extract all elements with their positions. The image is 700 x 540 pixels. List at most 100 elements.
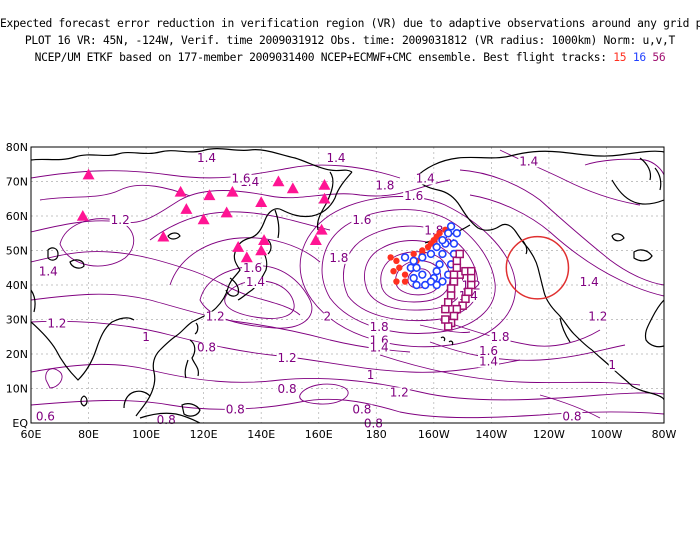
baikal-lake [167, 232, 181, 240]
contour-line [149, 211, 331, 241]
korea-coast [225, 277, 240, 297]
contour-label-bg [368, 342, 390, 354]
track-16-point [400, 253, 410, 262]
longitude-label: 80W [652, 428, 677, 441]
candidate-site-triangle [318, 178, 331, 190]
contour-label-bg [325, 152, 347, 164]
vancouver-island [521, 239, 528, 255]
track-15-point [387, 254, 394, 261]
contour-label-bg [37, 266, 59, 278]
track-16-point [435, 260, 444, 269]
gulf-of-mexico-coast [644, 299, 664, 348]
candidate-site-triangle [258, 234, 271, 245]
track-16-point [438, 235, 447, 245]
longitude-label: 120W [533, 428, 565, 441]
track-56-point [449, 270, 459, 279]
candidate-site-triangle [203, 189, 216, 201]
latitude-label: 50N [6, 245, 28, 258]
candidate-site-triangle [286, 182, 299, 194]
map-frame [30, 146, 665, 424]
contour-label: 1.4 [326, 151, 345, 165]
contour-label: 1 [142, 330, 150, 344]
track-56-point [443, 322, 453, 331]
track-56-point [455, 249, 464, 259]
contour-label-bg [242, 263, 264, 275]
plot-title-line-3: NCEP/UM ETKF based on 177-member 2009031… [0, 51, 700, 64]
contour-label: 1.4 [519, 154, 538, 168]
track-15-point [396, 264, 403, 271]
balkhash-lake [69, 259, 85, 269]
track-56-point [446, 291, 456, 300]
track-56-point [466, 280, 476, 290]
contour-label-bg [224, 404, 246, 416]
arctic-islands [639, 157, 662, 191]
contour-line [45, 368, 63, 389]
asia-north-coast [31, 147, 353, 173]
track-16-point [444, 229, 453, 238]
alaska-coast [414, 177, 529, 249]
track-15-point [401, 271, 409, 278]
contour-line [299, 383, 349, 405]
contour-label: 1.6 [404, 189, 423, 203]
contour-label-bg [489, 332, 511, 344]
contour-line [31, 179, 451, 233]
contour-label-bg [368, 321, 390, 333]
hawaii-islands [440, 336, 454, 346]
contour-label-bg [230, 173, 252, 185]
candidate-sites [76, 168, 331, 263]
track-15-point [419, 247, 426, 254]
track-16-point [412, 280, 421, 290]
contour-line [39, 184, 191, 201]
contour-label: 1.6 [352, 213, 371, 227]
contour-label: 2 [324, 310, 332, 324]
candidate-site-triangle [232, 241, 245, 252]
contour-label: 1.8 [370, 320, 389, 334]
contour-line [379, 354, 641, 386]
track-56-point [466, 273, 476, 283]
contour-label-bg [34, 411, 56, 423]
contour-line [169, 237, 321, 286]
track-56-point [464, 287, 473, 297]
track-56-point [449, 311, 459, 321]
contour-label-bg [196, 152, 218, 164]
contour-line [469, 194, 664, 297]
contour-label: 1.2 [278, 351, 297, 365]
contour-line [429, 341, 626, 361]
contour-label-bg [351, 404, 373, 416]
aral-lake [47, 247, 59, 261]
candidate-site-triangle [157, 230, 170, 242]
track-16-point [432, 267, 441, 276]
track-15-point [401, 278, 409, 285]
contour-label-bg [109, 214, 131, 226]
contour-label: 1.8 [329, 251, 348, 265]
track-56-point [466, 266, 476, 276]
contour-label-bg [328, 252, 350, 264]
alaska-north [414, 150, 664, 179]
contour-label: 1.2 [206, 310, 225, 324]
longitude-label: 100W [591, 428, 623, 441]
longitude-label: 100E [132, 428, 160, 441]
candidate-site-triangle [174, 185, 187, 197]
contour-line [419, 324, 471, 333]
contour-label-bg [196, 342, 218, 354]
track-15-label: 15 [613, 51, 627, 64]
track-15-point [433, 233, 440, 240]
contour-label: 1.4 [246, 275, 265, 289]
contour-line [31, 293, 411, 353]
contour-label: 1.2 [111, 213, 130, 227]
philippines-coast [184, 339, 199, 379]
contour-label: 1 [608, 358, 616, 372]
latitude-label: 20N [6, 348, 28, 361]
track-56-point [449, 277, 459, 286]
track-16-point [409, 273, 418, 283]
contour-label-bg [351, 214, 373, 226]
track-16-point [418, 270, 427, 279]
contour-label-bg [368, 335, 390, 347]
indochina-coast [123, 349, 161, 417]
candidate-site-triangle [315, 223, 328, 235]
track-56-point [452, 304, 462, 314]
candidate-site-triangle [220, 206, 233, 218]
contour-line [539, 394, 601, 419]
contour-label: 0.8 [157, 413, 176, 427]
latitude-label: 60N [6, 210, 28, 223]
